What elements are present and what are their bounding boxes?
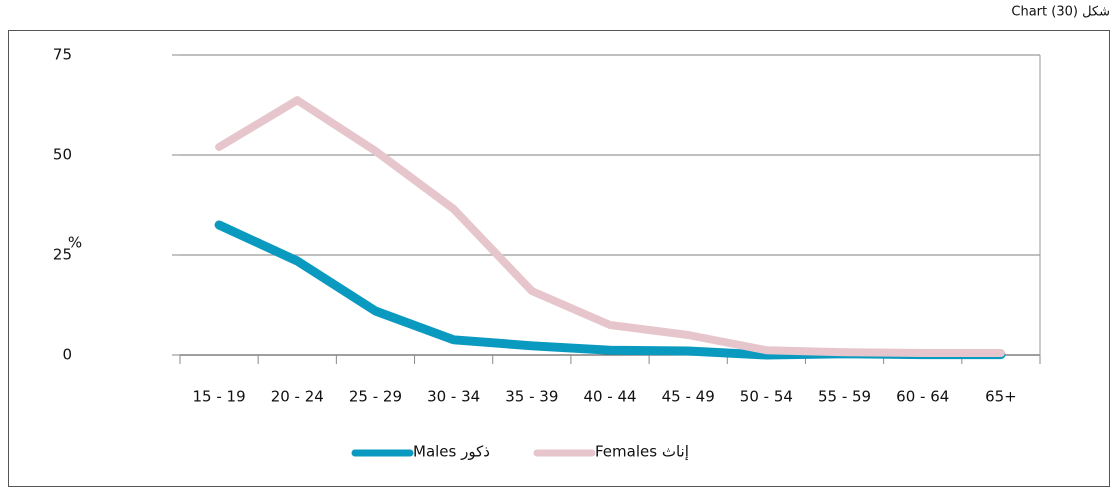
x-tick-label: 50 - 54 — [740, 388, 793, 406]
x-tick-label: 25 - 29 — [349, 388, 402, 406]
legend-label: Males ذكور — [413, 443, 490, 461]
y-axis-label: % — [68, 234, 82, 252]
y-tick-label: 0 — [62, 346, 72, 364]
x-tick-label: 60 - 64 — [896, 388, 949, 406]
x-tick-label: 65+ — [985, 388, 1017, 406]
x-tick-label: 35 - 39 — [505, 388, 558, 406]
chart-frame — [8, 30, 1110, 487]
x-tick-label: 30 - 34 — [427, 388, 480, 406]
y-tick-label: 75 — [53, 46, 72, 64]
x-tick-label: 20 - 24 — [271, 388, 324, 406]
x-tick-label: 40 - 44 — [583, 388, 636, 406]
x-tick-label: 15 - 19 — [193, 388, 246, 406]
x-tick-label: 55 - 59 — [818, 388, 871, 406]
chart-title: شكل (30) Chart — [1011, 5, 1110, 20]
x-tick-label: 45 - 49 — [662, 388, 715, 406]
series-line — [215, 96, 1005, 357]
series-line — [214, 220, 1006, 360]
y-tick-label: 25 — [53, 246, 72, 264]
legend-label: Females إناث — [595, 443, 689, 461]
y-tick-label: 50 — [53, 146, 72, 164]
